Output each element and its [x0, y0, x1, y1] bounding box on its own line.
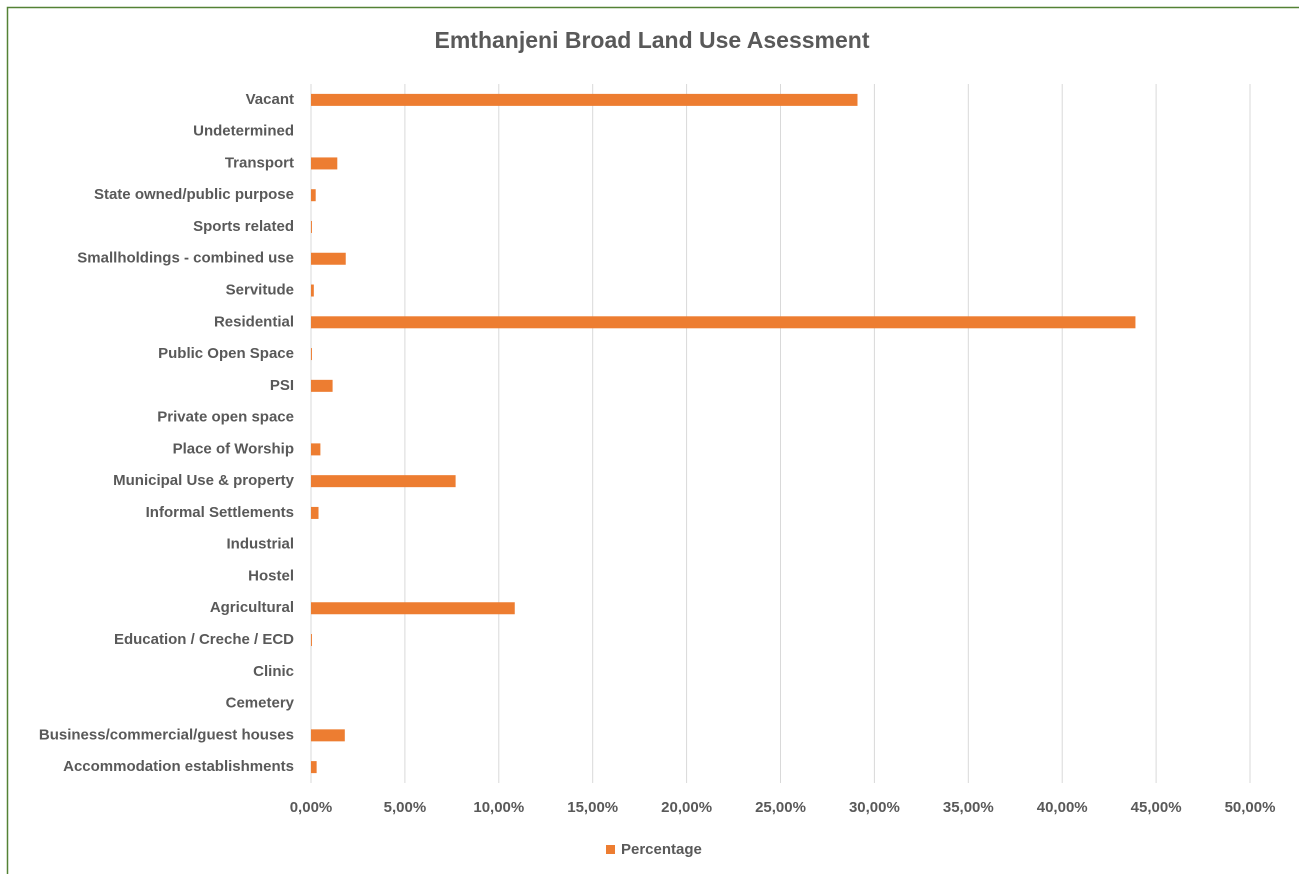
- bar: [311, 348, 312, 361]
- bar: [311, 634, 312, 647]
- bar: [311, 316, 1136, 329]
- y-tick-label: Business/commercial/guest houses: [39, 726, 294, 743]
- y-tick-label: Municipal Use & property: [113, 472, 295, 489]
- y-tick-label: Residential: [214, 313, 294, 330]
- bar: [311, 379, 333, 392]
- y-tick-label: Cemetery: [226, 695, 295, 712]
- y-tick-label: Servitude: [226, 281, 294, 298]
- x-tick-label: 10,00%: [473, 799, 524, 816]
- x-tick-label: 45,00%: [1131, 799, 1182, 816]
- y-tick-label: Public Open Space: [158, 345, 294, 362]
- legend-label: Percentage: [621, 841, 702, 858]
- bar: [311, 729, 345, 742]
- y-tick-label: Clinic: [253, 663, 294, 680]
- bar: [311, 220, 312, 233]
- x-tick-label: 25,00%: [755, 799, 806, 816]
- y-tick-label: Education / Creche / ECD: [114, 631, 294, 648]
- y-tick-label: Transport: [225, 154, 294, 171]
- y-tick-label: Undetermined: [193, 123, 294, 140]
- y-tick-label: Smallholdings - combined use: [77, 250, 294, 267]
- y-tick-label: Vacant: [246, 91, 294, 108]
- y-tick-label: Sports related: [193, 218, 294, 235]
- bar: [311, 475, 456, 488]
- y-tick-label: PSI: [270, 377, 294, 394]
- x-tick-label: 15,00%: [567, 799, 618, 816]
- bar: [311, 189, 316, 202]
- y-tick-label: Agricultural: [210, 599, 294, 616]
- chart-frame: [6, 6, 1299, 874]
- x-tick-label: 50,00%: [1225, 799, 1276, 816]
- bar: [311, 443, 321, 456]
- y-tick-label: Hostel: [248, 567, 294, 584]
- x-tick-label: 5,00%: [384, 799, 427, 816]
- chart-title: Emthanjeni Broad Land Use Asessment: [435, 27, 870, 53]
- bar: [311, 157, 338, 170]
- bar: [311, 93, 858, 106]
- x-tick-label: 30,00%: [849, 799, 900, 816]
- bar: [311, 252, 346, 265]
- legend-swatch: [606, 845, 615, 854]
- y-tick-label: Place of Worship: [173, 440, 294, 457]
- x-tick-label: 0,00%: [290, 799, 333, 816]
- y-tick-label: Informal Settlements: [146, 504, 294, 521]
- y-tick-label: Industrial: [226, 536, 294, 553]
- x-tick-label: 40,00%: [1037, 799, 1088, 816]
- y-tick-label: State owned/public purpose: [94, 186, 294, 203]
- x-tick-label: 35,00%: [943, 799, 994, 816]
- y-tick-label: Accommodation establishments: [63, 758, 294, 775]
- bar: [311, 506, 319, 519]
- x-tick-label: 20,00%: [661, 799, 712, 816]
- bar: [311, 284, 314, 297]
- bar: [311, 602, 515, 615]
- y-tick-label: Private open space: [157, 409, 294, 426]
- bar: [311, 761, 317, 774]
